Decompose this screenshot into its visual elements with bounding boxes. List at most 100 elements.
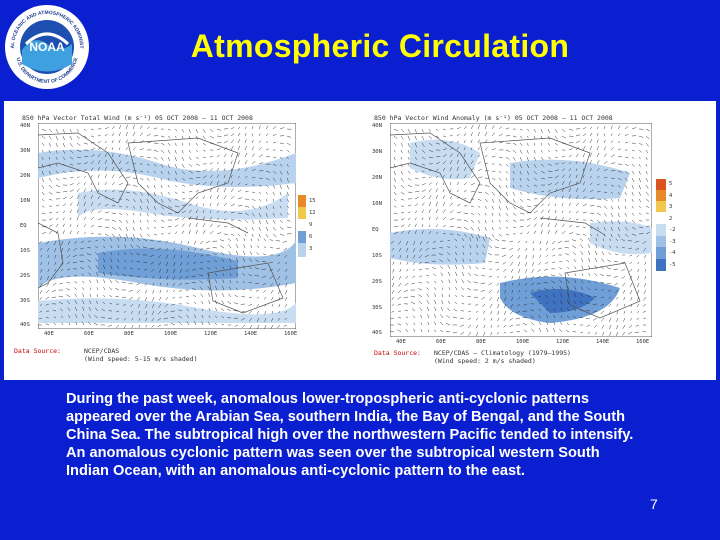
wind-vector <box>463 174 467 179</box>
wind-vector <box>184 275 190 279</box>
wind-vector <box>638 142 643 146</box>
wind-vector <box>285 261 288 265</box>
wind-vector <box>209 180 213 186</box>
wind-vector <box>622 331 626 336</box>
wind-vector <box>435 128 439 131</box>
wind-vector <box>46 240 50 245</box>
wind-vector <box>270 289 274 294</box>
wind-vector <box>200 254 204 257</box>
wind-vector <box>638 212 642 215</box>
wind-vector <box>279 184 282 190</box>
wind-vector <box>234 324 239 327</box>
wind-vector <box>547 222 550 228</box>
wind-vector <box>428 209 431 214</box>
wind-vector <box>517 261 521 267</box>
wind-vector <box>568 195 571 200</box>
wind-vector <box>484 147 488 151</box>
wind-vector <box>603 226 606 231</box>
wind-vector <box>55 184 61 188</box>
wind-vector <box>407 191 413 194</box>
wind-vector <box>407 177 412 181</box>
wind-vector <box>610 154 615 158</box>
wind-vector <box>227 316 232 319</box>
wind-vector <box>482 252 486 256</box>
wind-vector <box>55 204 60 207</box>
wind-vector <box>118 175 123 179</box>
wind-vector <box>74 299 78 305</box>
wind-vector <box>97 182 100 186</box>
wind-vector <box>264 317 267 322</box>
wind-vector <box>470 219 475 224</box>
wind-vector <box>61 322 64 326</box>
wind-vector <box>594 331 598 335</box>
wind-vector <box>530 282 535 286</box>
wind-vector <box>216 232 222 235</box>
wind-vector <box>442 148 448 151</box>
wind-vector <box>634 240 640 243</box>
wind-vector <box>505 163 509 167</box>
wind-vector <box>624 198 627 202</box>
wind-vector <box>540 203 544 207</box>
wind-vector <box>286 142 291 146</box>
wind-vector <box>518 289 521 293</box>
wind-vector <box>74 281 78 284</box>
wind-vector <box>638 184 641 190</box>
wind-vector <box>496 289 500 294</box>
wind-vector <box>95 264 99 270</box>
wind-vector <box>557 247 563 250</box>
wind-vector <box>236 280 239 284</box>
wind-vector <box>421 189 426 193</box>
wind-vector <box>483 331 486 336</box>
wind-vector <box>89 300 92 305</box>
wind-vector <box>565 253 570 256</box>
wind-vector <box>414 190 420 193</box>
wind-vector <box>631 163 635 167</box>
wind-vector <box>41 135 46 139</box>
wind-vector <box>526 170 530 175</box>
wind-vector <box>244 152 248 158</box>
wind-vector <box>449 159 453 165</box>
wind-vector <box>463 160 466 165</box>
wind-vector <box>482 260 486 263</box>
wind-vector <box>131 324 134 329</box>
wind-vector <box>435 224 439 228</box>
wind-vector <box>519 170 522 175</box>
wind-vector <box>202 188 206 193</box>
wind-vector <box>151 268 155 272</box>
wind-vector <box>589 132 593 137</box>
wind-vector <box>442 232 446 235</box>
wind-vector <box>159 296 162 301</box>
wind-vector <box>503 303 507 309</box>
wind-vector <box>603 176 608 179</box>
wind-vector <box>83 135 88 138</box>
wind-vector <box>581 258 584 263</box>
wind-vector <box>139 219 142 223</box>
wind-vector <box>476 236 479 242</box>
wind-vector <box>540 135 543 140</box>
wind-vector <box>68 322 71 326</box>
wind-vector <box>167 149 171 154</box>
wind-vector <box>397 323 402 326</box>
wind-vector <box>109 287 113 291</box>
wind-vector <box>602 238 605 242</box>
wind-vector <box>412 247 416 253</box>
wind-vector <box>631 198 634 203</box>
wind-vector <box>40 268 43 273</box>
wind-vector <box>202 175 207 179</box>
wind-vector <box>512 191 515 196</box>
wind-vector <box>74 287 78 291</box>
wind-vector <box>498 198 501 204</box>
wind-vector <box>553 300 556 305</box>
wind-vector <box>503 324 507 328</box>
wind-vector <box>432 240 437 243</box>
wind-vector <box>546 254 549 257</box>
wind-vector <box>97 217 103 221</box>
wind-vector <box>124 244 127 249</box>
wind-vector <box>157 310 162 315</box>
wind-vector <box>442 174 445 179</box>
wind-vector <box>277 317 281 321</box>
wind-vector <box>510 261 514 266</box>
wind-vector <box>434 293 437 298</box>
wind-vector <box>617 133 621 137</box>
wind-vector <box>434 299 437 305</box>
